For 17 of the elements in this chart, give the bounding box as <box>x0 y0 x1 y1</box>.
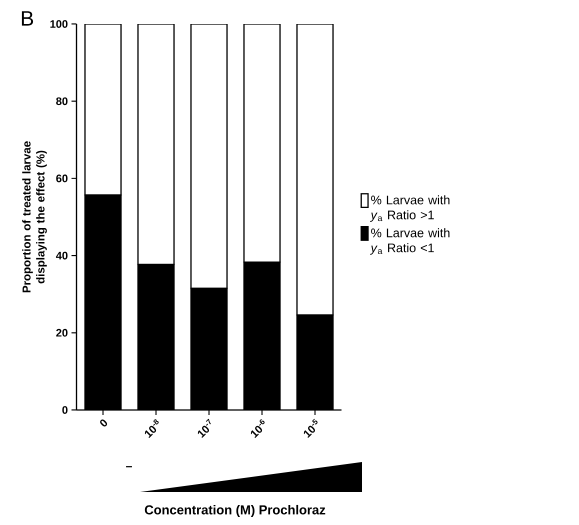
y-tick-label: 40 <box>56 252 68 260</box>
y-tick-label: 60 <box>56 174 68 182</box>
x-tick-label: 10$^{-8}$ <box>144 419 159 438</box>
text: Concentration (M) Prochloraz <box>144 504 326 518</box>
y-tick-label: 0 <box>62 406 68 414</box>
x-tick-label: 10$^{-5}$ <box>304 418 318 438</box>
y-axis-title: Proportion of treated larvae displaying the effect (%) <box>22 141 47 292</box>
text: B <box>22 11 34 26</box>
text: – <box>126 466 132 468</box>
x-tick-label: 0 <box>100 419 108 426</box>
legend-label: % Larvae with y$_{a}$ Ratio <1 <box>370 228 450 255</box>
y-tick-label: 100 <box>50 20 68 28</box>
x-tick-label: 10$^{-7}$ <box>198 418 211 438</box>
x-tick-label: 10$^{-6}$ <box>250 419 265 438</box>
legend-label: % Larvae with y$_{a}$ Ratio >1 <box>370 195 450 222</box>
y-tick-label: 80 <box>56 97 68 106</box>
y-tick-label: 20 <box>56 328 68 337</box>
